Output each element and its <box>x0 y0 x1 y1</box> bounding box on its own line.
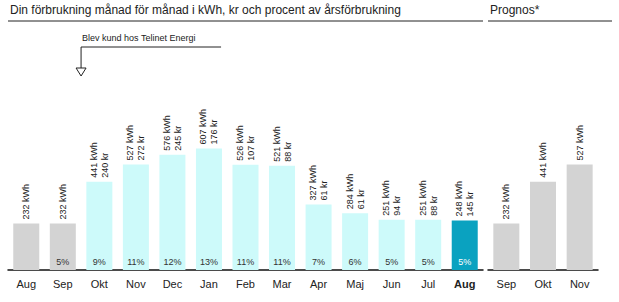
svg-text:7%: 7% <box>312 257 325 267</box>
svg-text:327 kWh: 327 kWh <box>308 165 318 201</box>
svg-text:11%: 11% <box>273 257 290 267</box>
svg-text:527 kWh: 527 kWh <box>125 125 135 161</box>
svg-text:Okt: Okt <box>91 278 108 290</box>
svg-text:88 kr: 88 kr <box>429 196 439 216</box>
svg-text:232 kWh: 232 kWh <box>58 184 68 220</box>
svg-text:12%: 12% <box>163 257 181 267</box>
svg-text:284 kWh: 284 kWh <box>345 174 355 210</box>
svg-text:272 kr: 272 kr <box>136 136 146 161</box>
svg-text:13%: 13% <box>200 257 218 267</box>
svg-text:11%: 11% <box>237 257 254 267</box>
svg-text:248 kWh: 248 kWh <box>454 181 464 217</box>
svg-text:Apr: Apr <box>310 278 327 290</box>
svg-text:251 kWh: 251 kWh <box>418 180 428 216</box>
svg-text:Feb: Feb <box>236 278 255 290</box>
svg-text:5%: 5% <box>385 257 398 267</box>
svg-text:441 kWh: 441 kWh <box>89 142 99 178</box>
svg-text:Sep: Sep <box>497 278 517 290</box>
svg-text:251 kWh: 251 kWh <box>381 180 391 216</box>
svg-text:5%: 5% <box>422 257 435 267</box>
svg-text:107 kr: 107 kr <box>246 136 256 161</box>
svg-text:Mar: Mar <box>273 278 292 290</box>
svg-text:Dec: Dec <box>163 278 183 290</box>
svg-text:11%: 11% <box>127 257 144 267</box>
svg-text:232 kWh: 232 kWh <box>501 184 511 220</box>
svg-text:Prognos*: Prognos* <box>490 3 540 17</box>
svg-text:Maj: Maj <box>346 278 364 290</box>
svg-text:61 kr: 61 kr <box>356 189 366 209</box>
svg-text:9%: 9% <box>93 257 106 267</box>
svg-text:232 kWh: 232 kWh <box>21 184 31 220</box>
svg-text:527 kWh: 527 kWh <box>575 125 585 161</box>
svg-text:Aug: Aug <box>454 278 475 290</box>
svg-text:Sep: Sep <box>53 278 73 290</box>
svg-text:Jun: Jun <box>383 278 401 290</box>
svg-text:Nov: Nov <box>570 278 590 290</box>
svg-text:441 kWh: 441 kWh <box>538 142 548 178</box>
svg-text:576 kWh: 576 kWh <box>162 115 172 151</box>
svg-text:176 kr: 176 kr <box>209 120 219 145</box>
svg-text:Blev kund hos Telinet Energi: Blev kund hos Telinet Energi <box>82 33 195 43</box>
svg-text:61 kr: 61 kr <box>319 181 329 201</box>
svg-text:Okt: Okt <box>534 278 551 290</box>
svg-text:5%: 5% <box>56 257 69 267</box>
svg-text:Din förbrukning månad för måna: Din förbrukning månad för månad i kWh, k… <box>10 3 401 17</box>
svg-text:5%: 5% <box>458 257 471 267</box>
svg-text:245 kr: 245 kr <box>173 126 183 151</box>
svg-text:88 kr: 88 kr <box>283 142 293 162</box>
svg-text:Aug: Aug <box>16 278 36 290</box>
svg-text:521 kWh: 521 kWh <box>272 126 282 162</box>
svg-text:94 kr: 94 kr <box>392 196 402 216</box>
svg-text:145 kr: 145 kr <box>465 191 475 216</box>
svg-text:Jul: Jul <box>421 278 435 290</box>
svg-text:526 kWh: 526 kWh <box>235 125 245 161</box>
svg-text:Nov: Nov <box>126 278 146 290</box>
svg-text:6%: 6% <box>349 257 362 267</box>
svg-text:607 kWh: 607 kWh <box>198 109 208 145</box>
svg-text:240 kr: 240 kr <box>100 153 110 178</box>
svg-text:Jan: Jan <box>200 278 218 290</box>
